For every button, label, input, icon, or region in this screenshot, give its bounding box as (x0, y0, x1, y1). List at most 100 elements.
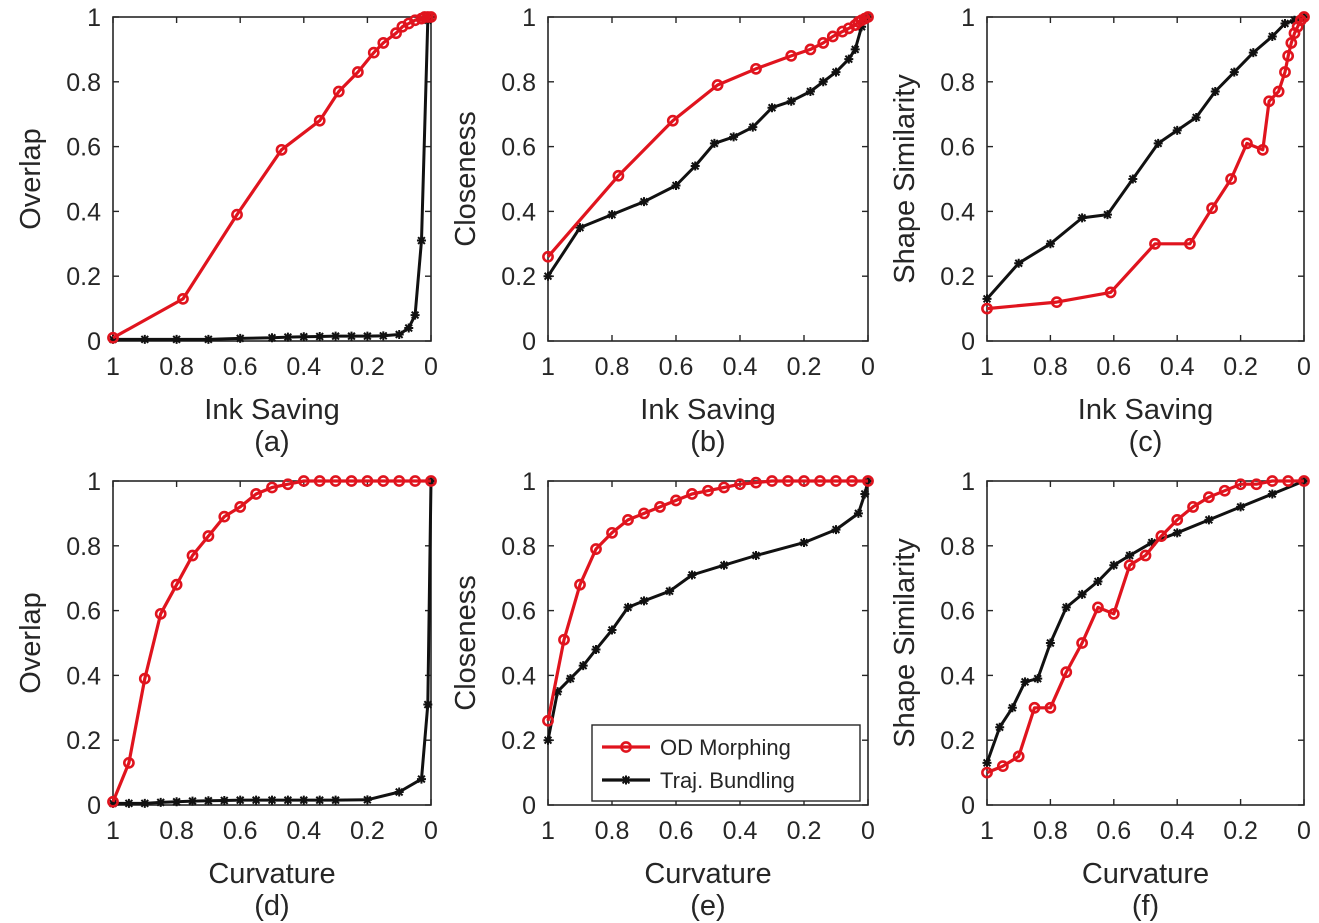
data-point-od-morphing (711, 79, 724, 91)
y-tick-label: 0.4 (940, 662, 975, 690)
data-point-traj-bundling (709, 138, 719, 148)
data-point-traj-bundling (315, 331, 325, 341)
y-tick-label: 0.4 (501, 662, 536, 690)
data-point-od-morphing (1139, 549, 1152, 562)
data-point-od-morphing (766, 475, 778, 487)
y-axis-label: Shape Similarity (889, 538, 921, 748)
x-axis-label: Curvature (1082, 858, 1209, 890)
data-point-od-morphing (1060, 666, 1073, 679)
data-point-traj-bundling (719, 560, 729, 570)
x-tick-label: 0.2 (350, 817, 385, 845)
data-point-traj-bundling (553, 687, 563, 697)
data-point-od-morphing (785, 49, 798, 62)
y-tick-label: 0 (87, 792, 101, 820)
x-tick-label: 0 (424, 353, 438, 381)
data-point-od-morphing (281, 478, 294, 491)
data-point-traj-bundling (818, 77, 828, 87)
data-point-od-morphing (830, 475, 842, 487)
data-point-od-morphing (332, 85, 345, 98)
data-point-od-morphing (1241, 137, 1253, 150)
data-point-od-morphing (1206, 202, 1218, 215)
y-tick-label: 0.6 (66, 598, 101, 626)
chart-panel-a: 1 0.8 0.6 0.4 0.2 0 0 0.2 0.4 0.6 0.8 1 Ink Saving(a… (15, 4, 438, 458)
y-tick-label: 1 (961, 4, 975, 32)
y-tick-label: 0.2 (940, 263, 975, 291)
data-point-od-morphing (1092, 601, 1104, 614)
x-axis-label: Curvature (208, 858, 335, 890)
data-point-traj-bundling (416, 774, 426, 784)
data-point-traj-bundling (362, 331, 372, 341)
data-point-od-morphing (862, 475, 874, 487)
y-tick-label: 1 (961, 468, 975, 496)
y-tick-label: 0.6 (940, 134, 975, 162)
data-point-od-morphing (122, 756, 135, 769)
data-point-traj-bundling (410, 310, 420, 320)
data-point-od-morphing (1298, 11, 1310, 23)
data-point-od-morphing (367, 46, 380, 59)
data-point-traj-bundling (1109, 560, 1119, 570)
data-point-od-morphing (186, 549, 199, 562)
panel-caption: (c) (1129, 426, 1163, 458)
data-point-traj-bundling (748, 122, 758, 132)
x-tick-label: 0.2 (787, 817, 822, 845)
data-point-od-morphing (826, 30, 839, 43)
data-point-od-morphing (1272, 85, 1285, 98)
data-point-traj-bundling (860, 489, 870, 499)
data-point-od-morphing (154, 607, 167, 620)
y-tick-label: 0.8 (940, 533, 975, 561)
y-axis-label: Closeness (450, 575, 482, 710)
panel-caption: (b) (690, 426, 725, 458)
y-tick-label: 0.2 (501, 727, 536, 755)
data-point-traj-bundling (1014, 258, 1024, 268)
y-tick-label: 1 (522, 468, 536, 496)
data-point-od-morphing (266, 481, 278, 494)
data-point-traj-bundling (639, 197, 649, 207)
data-point-traj-bundling (203, 796, 213, 806)
data-point-od-morphing (702, 484, 714, 497)
data-point-traj-bundling (671, 180, 681, 190)
x-tick-label: 0.8 (159, 817, 194, 845)
data-point-od-morphing (846, 475, 858, 487)
data-point-od-morphing (390, 27, 402, 40)
data-point-od-morphing (107, 795, 119, 808)
plot-area (547, 16, 869, 342)
y-tick-label: 0.8 (66, 533, 101, 561)
data-point-traj-bundling (1020, 677, 1030, 687)
data-point-traj-bundling (394, 330, 404, 340)
data-point-traj-bundling (575, 223, 585, 233)
data-point-od-morphing (361, 475, 374, 487)
y-tick-label: 1 (87, 468, 101, 496)
legend-label-od-morphing: OD Morphing (660, 735, 791, 760)
data-point-od-morphing (1123, 559, 1136, 572)
data-point-traj-bundling (331, 795, 341, 805)
x-tick-label: 0.4 (286, 817, 321, 845)
x-tick-label: 0.8 (159, 353, 194, 381)
data-point-od-morphing (1298, 475, 1310, 487)
y-tick-label: 0 (961, 792, 975, 820)
data-point-od-morphing (1187, 501, 1199, 513)
data-point-traj-bundling (1204, 515, 1214, 525)
x-tick-label: 0.2 (1223, 817, 1258, 845)
data-point-traj-bundling (299, 795, 309, 805)
data-point-traj-bundling (751, 551, 761, 561)
data-point-traj-bundling (607, 625, 617, 635)
data-point-od-morphing (750, 476, 762, 489)
data-point-od-morphing (804, 43, 817, 56)
x-tick-label: 0.4 (1160, 353, 1195, 381)
data-point-od-morphing (138, 672, 151, 685)
y-tick-label: 0.2 (501, 263, 536, 291)
series-line-od-morphing (986, 15, 1306, 311)
data-point-od-morphing (1183, 237, 1196, 250)
data-point-traj-bundling (140, 334, 150, 344)
data-point-traj-bundling (665, 586, 675, 596)
x-tick-label: 0.6 (223, 817, 258, 845)
x-tick-label: 0 (861, 817, 875, 845)
data-point-od-morphing (798, 475, 810, 487)
data-point-traj-bundling (1191, 112, 1201, 122)
data-point-od-morphing (1218, 484, 1231, 497)
x-tick-label: 0.2 (350, 353, 385, 381)
data-point-od-morphing (107, 331, 119, 344)
data-point-traj-bundling (831, 67, 841, 77)
data-point-od-morphing (734, 478, 746, 491)
y-tick-label: 1 (87, 4, 101, 32)
